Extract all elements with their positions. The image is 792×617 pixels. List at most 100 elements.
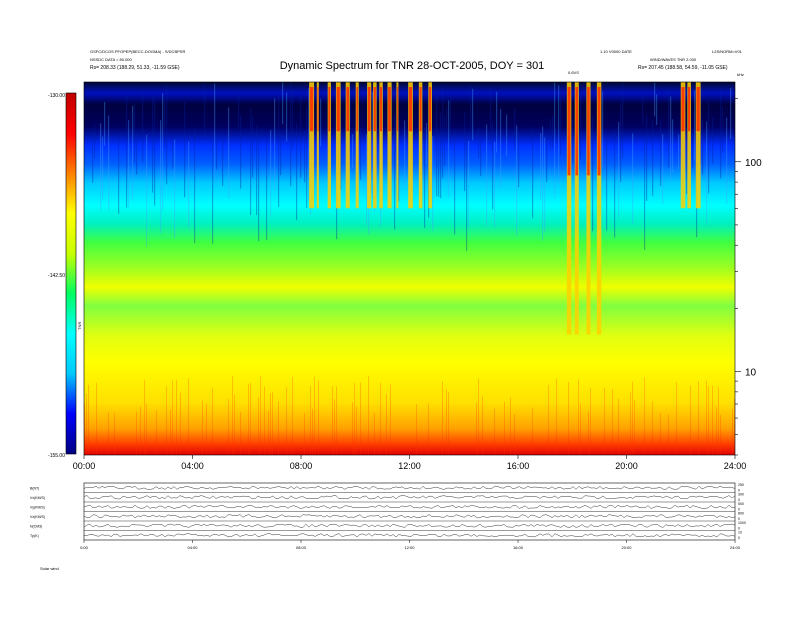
colorbar-min-label: -155.00 [48,453,65,459]
texture-stripe [270,130,272,218]
spectrogram-texture [84,82,735,455]
texture-stripe [386,394,387,455]
texture-stripe [146,403,147,455]
burst-streak [695,82,701,209]
texture-stripe [118,137,120,214]
texture-stripe [468,140,470,230]
texture-stripe [234,394,235,455]
texture-stripe [424,127,426,228]
texture-stripe [506,114,508,157]
texture-stripe [256,125,258,216]
texture-stripe [662,134,664,205]
texture-stripe [398,120,400,202]
texture-stripe [228,399,229,455]
texture-stripe [188,378,189,455]
texture-stripe [144,379,145,455]
texture-stripe [248,383,249,455]
colorbar-mid-label: -142.50 [48,273,65,279]
burst-streak [309,82,315,209]
texture-stripe [308,88,310,202]
panel-right-tick: 800 [738,512,744,516]
burst-core [356,87,358,132]
texture-stripe [572,120,574,163]
panel-right-tick: 0 [738,517,740,521]
texture-stripe [280,134,282,176]
texture-stripe [310,385,311,455]
texture-stripe [546,135,548,183]
texture-stripe [504,401,505,455]
texture-stripe [332,385,333,455]
texture-stripe [314,376,315,455]
radio-bursts [309,82,701,335]
panel-right-tick: 0 [738,527,740,531]
texture-stripe [272,392,273,455]
texture-stripe [560,87,562,155]
texture-stripe [540,133,542,200]
solar-wind-panels: B(NT)2500Vx(KM/S)3000Vy(KM/S)5000Vz(KM/S… [30,482,746,541]
texture-stripe [128,120,130,208]
texture-stripe [654,82,656,117]
texture-stripe [266,139,268,241]
texture-stripe [470,85,472,141]
texture-stripe [264,386,265,455]
texture-stripe [258,397,259,455]
texture-stripe [154,96,156,206]
x-axis: 00:00 04:00 08:00 12:00 16:00 20:00 24:00 [73,455,746,471]
texture-stripe [268,410,269,455]
texture-stripe [92,131,94,183]
texture-stripe [104,101,106,146]
texture-stripe [292,89,294,150]
header-right-line-3: L2S/NORM=V01 [712,49,743,54]
texture-stripe [170,409,171,455]
texture-stripe [360,382,361,455]
colorbar [65,92,77,455]
end-position-readout: Rs= 207.45 (188.58, 54.59, -11.05 GSE) [638,65,728,71]
y-tick-label: 10 [745,368,757,379]
texture-stripe [228,107,230,198]
texture-stripe [630,392,631,455]
burst-core [367,87,371,132]
texture-stripe [466,135,468,251]
panel-trace [83,533,736,538]
texture-stripe [258,135,260,242]
texture-stripe [708,385,709,455]
texture-stripe [730,87,732,140]
footer-label: Solar wind [40,566,59,571]
texture-stripe [478,378,479,455]
texture-stripe [514,414,515,455]
texture-stripe [618,398,619,455]
texture-stripe [672,119,674,173]
chart-title: Dynamic Spectrum for TNR 28-OCT-2005, DO… [280,60,545,72]
texture-stripe [304,130,306,183]
texture-stripe [164,97,166,149]
texture-stripe [442,381,443,455]
texture-stripe [96,382,97,455]
panel-right-tick: 300 [738,493,744,497]
texture-stripe [496,91,498,153]
texture-stripe [252,116,254,178]
texture-stripe [634,400,635,455]
colorbar-axis-label: TNR [77,322,82,330]
burst-streak [367,82,372,209]
start-position-readout: Rs= 208.33 (188.29, 51.33, -11.59 GSE) [90,65,180,71]
texture-stripe [142,90,144,162]
burst-streak [687,82,691,209]
burst-streak [574,82,579,335]
burst-streak [345,82,350,209]
texture-stripe [94,123,96,159]
bottom-x-tick-label: 24:00 [730,545,741,550]
texture-stripe [140,406,141,455]
texture-stripe [394,115,396,230]
texture-stripe [500,108,502,189]
texture-stripe [214,83,216,183]
texture-stripe [732,408,733,455]
burst-core [688,87,691,132]
panel-right-tick: 0 [738,498,740,502]
texture-stripe [132,105,134,200]
burst-core [373,87,376,132]
texture-stripe [642,94,644,125]
texture-stripe [304,412,305,455]
texture-stripe [290,82,292,187]
burst-core [587,87,590,176]
